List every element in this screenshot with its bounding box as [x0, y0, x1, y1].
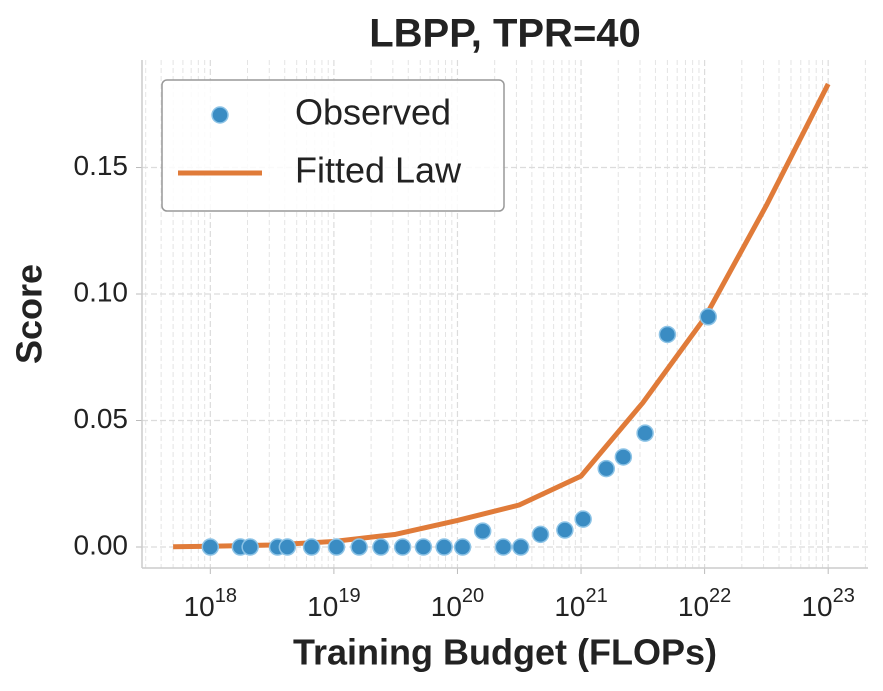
data-point — [574, 510, 592, 528]
data-point — [327, 538, 346, 556]
data-point — [614, 448, 633, 466]
x-tick-label: 1021 — [554, 585, 607, 622]
data-point — [302, 538, 321, 556]
data-point — [372, 538, 390, 556]
x-tick-label: 1022 — [678, 585, 731, 622]
y-tick-label: 0.10 — [74, 276, 129, 307]
data-point — [393, 538, 412, 556]
y-axis-label: Score — [9, 264, 50, 364]
x-tick-label: 1020 — [431, 585, 484, 622]
legend-box — [161, 79, 505, 212]
data-point — [658, 325, 677, 344]
data-point — [597, 459, 616, 478]
legend-marker — [211, 106, 229, 124]
y-tick-label: 0.15 — [74, 150, 129, 181]
data-point — [531, 525, 550, 544]
data-point — [511, 538, 530, 556]
data-point — [494, 538, 513, 556]
data-point — [278, 538, 297, 556]
data-point — [241, 538, 259, 556]
data-point — [473, 522, 492, 540]
y-tick-label: 0.00 — [74, 529, 129, 560]
data-point — [201, 538, 220, 556]
data-point — [556, 521, 574, 539]
data-point — [414, 538, 433, 556]
data-point — [435, 538, 453, 556]
fitted-line — [173, 82, 831, 550]
x-tick-label: 1023 — [801, 585, 854, 622]
legend-label: Observed — [295, 92, 451, 133]
y-tick-label: 0.05 — [74, 403, 129, 434]
chart-title: LBPP, TPR=40 — [369, 12, 641, 56]
x-tick-label: 1018 — [184, 585, 237, 622]
x-tick-label: 1019 — [307, 585, 360, 622]
data-point — [350, 538, 368, 556]
data-point — [453, 538, 472, 556]
x-axis-label: Training Budget (FLOPs) — [293, 632, 717, 673]
legend-label: Fitted Law — [295, 150, 462, 191]
data-point — [699, 308, 717, 326]
data-point — [636, 424, 654, 442]
